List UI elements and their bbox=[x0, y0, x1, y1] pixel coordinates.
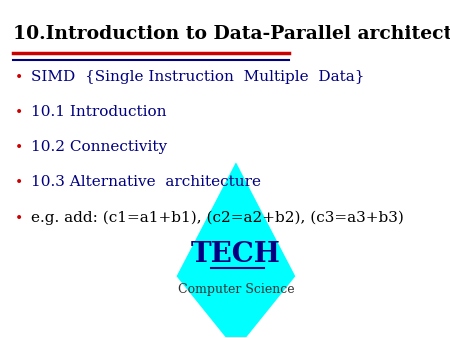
Text: •: • bbox=[15, 211, 23, 225]
Text: •: • bbox=[15, 70, 23, 84]
Text: 10.3 Alternative  architecture: 10.3 Alternative architecture bbox=[31, 175, 261, 189]
Text: 10.2 Connectivity: 10.2 Connectivity bbox=[31, 140, 167, 154]
Text: e.g. add: (c1=a1+b1), (c2=a2+b2), (c3=a3+b3): e.g. add: (c1=a1+b1), (c2=a2+b2), (c3=a3… bbox=[31, 211, 404, 225]
Text: TECH: TECH bbox=[191, 241, 281, 268]
Text: Computer Science: Computer Science bbox=[178, 283, 294, 296]
Text: •: • bbox=[15, 105, 23, 119]
Text: 10.1 Introduction: 10.1 Introduction bbox=[31, 105, 166, 119]
Text: SIMD  {Single Instruction  Multiple  Data}: SIMD {Single Instruction Multiple Data} bbox=[31, 70, 365, 84]
Polygon shape bbox=[176, 162, 295, 338]
Text: •: • bbox=[15, 140, 23, 154]
Text: •: • bbox=[15, 175, 23, 189]
Text: 10.Introduction to Data-Parallel architectures: 10.Introduction to Data-Parallel archite… bbox=[13, 25, 450, 43]
